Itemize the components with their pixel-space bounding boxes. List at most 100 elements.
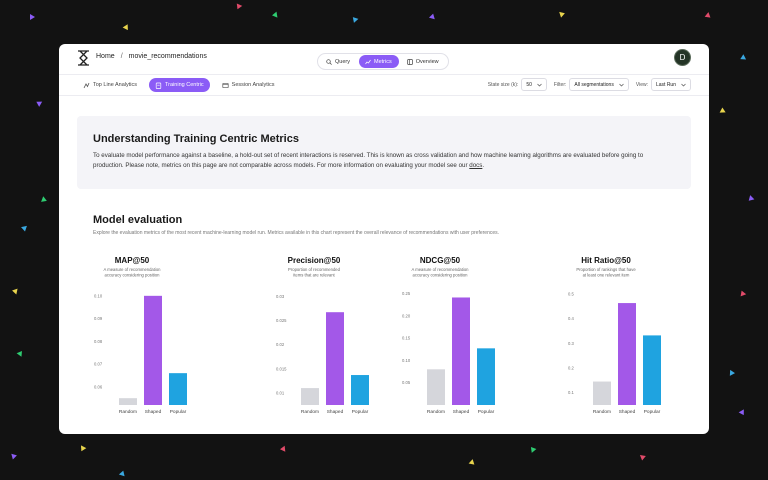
docs-link[interactable]: docs <box>469 161 483 169</box>
analytics-icon <box>83 82 90 88</box>
filter-value: All segmentations <box>574 81 614 88</box>
y-tick-label: 0.09 <box>94 316 103 321</box>
y-tick-label: 0.10 <box>402 358 411 363</box>
bar-random <box>119 398 137 405</box>
state-size-value: 50 <box>526 81 532 88</box>
background-triangle <box>738 289 747 297</box>
background-triangle <box>738 54 747 62</box>
bar-shaped <box>326 312 344 405</box>
background-triangle <box>11 452 18 460</box>
chart-title: MAP@50 <box>115 256 150 265</box>
top-bar: Home / movie_recommendations Query Metri… <box>59 44 709 74</box>
sub-navigation: Top Line Analytics Training Centric Sess… <box>59 74 709 96</box>
evaluation-section: Model evaluation Explore the evaluation … <box>93 214 683 236</box>
filter-control: Filter: All segmentations <box>554 78 629 91</box>
background-triangle <box>704 12 713 20</box>
tab-training-centric-label: Training Centric <box>165 82 204 88</box>
metric-charts: MAP@50A measure of recommendationaccurac… <box>94 256 661 415</box>
x-tick-label: Shaped <box>327 409 344 415</box>
y-tick-label: 0.03 <box>276 294 285 299</box>
bar-random <box>593 381 611 405</box>
tab-session-analytics-label: Session Analytics <box>231 82 275 88</box>
background-triangle <box>118 469 127 477</box>
x-tick-label: Shaped <box>619 409 636 415</box>
y-tick-label: 0.07 <box>94 362 103 367</box>
tab-query[interactable]: Query <box>320 55 357 68</box>
y-tick-label: 0.10 <box>94 293 103 298</box>
x-tick-label: Shaped <box>145 409 162 415</box>
x-tick-label: Popular <box>644 409 661 415</box>
background-triangle <box>639 455 646 461</box>
background-triangle <box>279 445 286 453</box>
x-tick-label: Popular <box>352 409 369 415</box>
y-tick-label: 0.5 <box>568 291 574 296</box>
breadcrumb-separator: / <box>120 53 123 60</box>
view-value: Last Run <box>655 81 676 88</box>
info-tail: . <box>482 161 485 169</box>
background-triangle <box>719 107 726 113</box>
background-triangle <box>350 15 359 23</box>
state-size-label: State size (k): <box>487 81 519 88</box>
bar-popular <box>351 375 369 405</box>
background-triangle <box>738 409 747 417</box>
info-panel: Understanding Training Centric Metrics T… <box>77 116 691 189</box>
background-triangle <box>41 196 48 204</box>
chart-subtitle: A measure of recommendation <box>411 267 469 272</box>
x-tick-label: Random <box>593 409 611 415</box>
evaluation-subtitle: Explore the evaluation metrics of the mo… <box>93 230 500 236</box>
background-triangle <box>34 99 43 107</box>
tab-metrics[interactable]: Metrics <box>358 55 399 68</box>
bar-random <box>301 388 319 405</box>
avatar[interactable]: D <box>674 49 691 66</box>
background-triangle <box>30 14 35 20</box>
tab-training-centric[interactable]: Training Centric <box>149 78 210 92</box>
background-triangle <box>271 11 278 19</box>
y-tick-label: 0.025 <box>276 318 287 323</box>
x-tick-label: Random <box>301 409 319 415</box>
sidebar-icon <box>406 58 413 65</box>
y-tick-label: 0.3 <box>568 341 574 346</box>
chart-subtitle: A measure of recommendation <box>103 267 161 272</box>
filter-select[interactable]: All segmentations <box>569 78 629 91</box>
background-triangle <box>234 3 243 11</box>
bar-shaped <box>618 303 636 405</box>
evaluation-title: Model evaluation <box>93 214 183 226</box>
chart-title: Hit Ratio@50 <box>581 256 631 265</box>
tab-overview-label: Overview <box>415 58 439 65</box>
chevron-down-icon <box>619 83 624 86</box>
tab-overview[interactable]: Overview <box>401 55 446 68</box>
background-triangle <box>729 369 736 377</box>
view-switcher: Query Metrics Overview <box>317 53 449 70</box>
bar-popular <box>169 373 187 405</box>
y-tick-label: 0.08 <box>94 339 103 344</box>
tab-top-line-analytics[interactable]: Top Line Analytics <box>77 78 143 92</box>
tab-top-line-analytics-label: Top Line Analytics <box>93 82 138 88</box>
chart-subtitle: items that are relevant <box>293 273 335 278</box>
breadcrumb-home[interactable]: Home <box>96 53 115 60</box>
tab-session-analytics[interactable]: Session Analytics <box>216 78 281 92</box>
y-tick-label: 0.20 <box>402 313 411 318</box>
view-select[interactable]: Last Run <box>650 78 691 91</box>
tab-metrics-label: Metrics <box>373 58 392 65</box>
state-size-select[interactable]: 50 <box>521 78 547 91</box>
app-window: Home / movie_recommendations Query Metri… <box>59 44 709 434</box>
y-tick-label: 0.02 <box>276 342 285 347</box>
x-tick-label: Popular <box>170 409 187 415</box>
chart-icon <box>365 59 371 64</box>
y-tick-label: 0.1 <box>568 390 574 395</box>
chart-title: NDCG@50 <box>420 256 461 265</box>
y-tick-label: 0.06 <box>94 384 103 389</box>
y-tick-label: 0.15 <box>402 336 411 341</box>
x-tick-label: Random <box>119 409 137 415</box>
breadcrumb-page[interactable]: movie_recommendations <box>128 53 207 60</box>
chart-subtitle: Proportion of recommended <box>288 267 341 272</box>
breadcrumb: Home / movie_recommendations <box>96 53 207 60</box>
y-tick-label: 0.01 <box>276 390 285 395</box>
background-triangle <box>16 349 25 357</box>
background-triangle <box>468 459 477 467</box>
y-tick-label: 0.2 <box>568 365 574 370</box>
state-size-control: State size (k): 50 <box>488 78 547 91</box>
background-triangle <box>11 287 18 295</box>
info-title: Understanding Training Centric Metrics <box>93 133 299 145</box>
y-tick-label: 0.05 <box>402 380 411 385</box>
